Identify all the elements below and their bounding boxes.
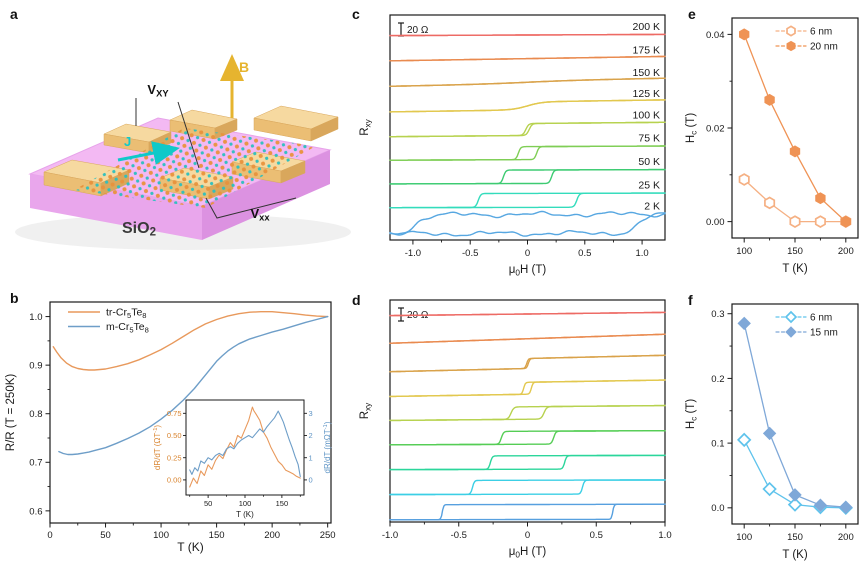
svg-text:T (K): T (K) — [236, 510, 254, 519]
svg-text:T (K): T (K) — [782, 263, 808, 275]
vxy-probe-bracket — [135, 98, 200, 169]
svg-text:T (K): T (K) — [177, 540, 203, 554]
panel-e-coercive-field-chart: 100 150 200 0.00 0.02 0.04 Hc (T) T (K) 6 nm 20 n… — [685, 17, 859, 275]
svg-text:dR/dT (mΩT-1): dR/dT (mΩT-1) — [323, 421, 332, 473]
svg-text:125 K: 125 K — [633, 88, 660, 100]
svg-text:150: 150 — [209, 530, 225, 541]
svg-text:20 nm: 20 nm — [810, 42, 838, 53]
svg-text:25 K: 25 K — [638, 179, 660, 191]
svg-text:0.25: 0.25 — [167, 453, 182, 462]
svg-text:50: 50 — [100, 530, 111, 541]
svg-text:200: 200 — [838, 532, 854, 543]
svg-text:100: 100 — [239, 499, 252, 508]
svg-text:Rxy: Rxy — [359, 402, 373, 419]
panel-label-a: a — [10, 6, 18, 22]
svg-text:150: 150 — [787, 246, 803, 257]
svg-text:0.2: 0.2 — [711, 374, 724, 385]
svg-text:0: 0 — [525, 248, 530, 259]
svg-text:200 K: 200 K — [633, 21, 660, 33]
svg-text:6 nm: 6 nm — [810, 27, 832, 38]
svg-text:0.02: 0.02 — [706, 123, 725, 134]
svg-text:0: 0 — [309, 476, 313, 485]
svg-text:2 K: 2 K — [644, 201, 660, 213]
panel-label-e: e — [688, 6, 696, 22]
svg-text:15 nm: 15 nm — [810, 328, 838, 339]
panel-label-b: b — [10, 290, 19, 306]
svg-text:50: 50 — [204, 499, 212, 508]
svg-text:0.75: 0.75 — [167, 409, 182, 418]
panel-label-c: c — [352, 6, 360, 22]
svg-text:R/R (T = 250K): R/R (T = 250K) — [5, 374, 17, 452]
svg-text:75 K: 75 K — [638, 133, 660, 145]
svg-text:0.00: 0.00 — [167, 476, 182, 485]
svg-text:1.0: 1.0 — [658, 530, 671, 541]
svg-text:0.9: 0.9 — [29, 361, 42, 372]
substrate-label: SiO2 — [122, 220, 156, 239]
panel-label-d: d — [352, 292, 361, 308]
svg-text:1.0: 1.0 — [29, 312, 42, 323]
svg-text:100: 100 — [153, 530, 169, 541]
svg-text:T (K): T (K) — [782, 549, 808, 561]
panel-c-hall-loops-chart: -1.0 -0.5 0 0.5 1.0 Rxy μ0H (T) 20 Ω 200 K 175 K 1… — [359, 14, 666, 278]
current-arrow — [117, 141, 180, 165]
svg-text:0: 0 — [525, 530, 530, 541]
svg-text:0.7: 0.7 — [29, 458, 42, 469]
svg-text:0.6: 0.6 — [29, 506, 42, 517]
svg-text:150: 150 — [276, 499, 289, 508]
svg-text:Rxy: Rxy — [359, 118, 373, 135]
svg-text:0.50: 0.50 — [167, 431, 182, 440]
svg-text:0: 0 — [47, 530, 52, 541]
vxy-label: VXY — [147, 82, 169, 99]
svg-text:dR/dT (ΩT-1): dR/dT (ΩT-1) — [153, 425, 162, 471]
svg-text:150 K: 150 K — [633, 67, 660, 79]
svg-text:1.0: 1.0 — [635, 248, 648, 259]
svg-text:150: 150 — [787, 532, 803, 543]
svg-text:175 K: 175 K — [633, 45, 660, 57]
svg-text:μ0H (T): μ0H (T) — [509, 264, 547, 278]
svg-text:Hc (T): Hc (T) — [685, 113, 699, 144]
svg-text:200: 200 — [838, 246, 854, 257]
panel-label-f: f — [688, 292, 693, 308]
svg-text:-1.0: -1.0 — [405, 248, 421, 259]
svg-text:0.0: 0.0 — [711, 503, 724, 514]
svg-text:2: 2 — [309, 431, 313, 440]
svg-text:m-Cr5Te8: m-Cr5Te8 — [106, 321, 149, 335]
current-label: J — [124, 134, 131, 149]
svg-text:tr-Cr5Te8: tr-Cr5Te8 — [106, 307, 147, 321]
svg-text:100 K: 100 K — [633, 110, 660, 122]
svg-text:1: 1 — [309, 453, 313, 462]
panel-a-device-schematic: VXY Vxx J B SiO2 — [15, 54, 351, 250]
svg-text:μ0H (T): μ0H (T) — [509, 546, 547, 560]
svg-text:0.8: 0.8 — [29, 409, 42, 420]
svg-text:6 nm: 6 nm — [810, 313, 832, 324]
vxx-label: Vxx — [250, 206, 270, 223]
svg-text:-0.5: -0.5 — [462, 248, 478, 259]
svg-text:3: 3 — [309, 409, 313, 418]
svg-text:20 Ω: 20 Ω — [407, 25, 429, 36]
svg-text:250: 250 — [320, 530, 336, 541]
electrode-pad — [253, 105, 339, 142]
svg-text:0.00: 0.00 — [706, 217, 725, 228]
svg-text:0.5: 0.5 — [578, 248, 591, 259]
svg-text:100: 100 — [736, 532, 752, 543]
svg-text:0.04: 0.04 — [706, 30, 725, 41]
svg-text:-1.0: -1.0 — [382, 530, 398, 541]
svg-text:0.1: 0.1 — [711, 439, 724, 450]
svg-text:200: 200 — [264, 530, 280, 541]
svg-text:0.3: 0.3 — [711, 309, 724, 320]
crystal-flake — [74, 128, 316, 208]
svg-text:-0.5: -0.5 — [451, 530, 467, 541]
vxx-probe-bracket — [205, 197, 297, 219]
svg-text:50 K: 50 K — [638, 156, 660, 168]
svg-text:0.5: 0.5 — [590, 530, 603, 541]
svg-text:Hc (T): Hc (T) — [685, 399, 699, 430]
svg-text:100: 100 — [736, 246, 752, 257]
panel-f-coercive-field-chart: 100 150 200 0.0 0.1 0.2 0.3 Hc (T) T (K) 6 nm 15 n… — [685, 303, 859, 561]
field-label: B — [239, 59, 249, 75]
